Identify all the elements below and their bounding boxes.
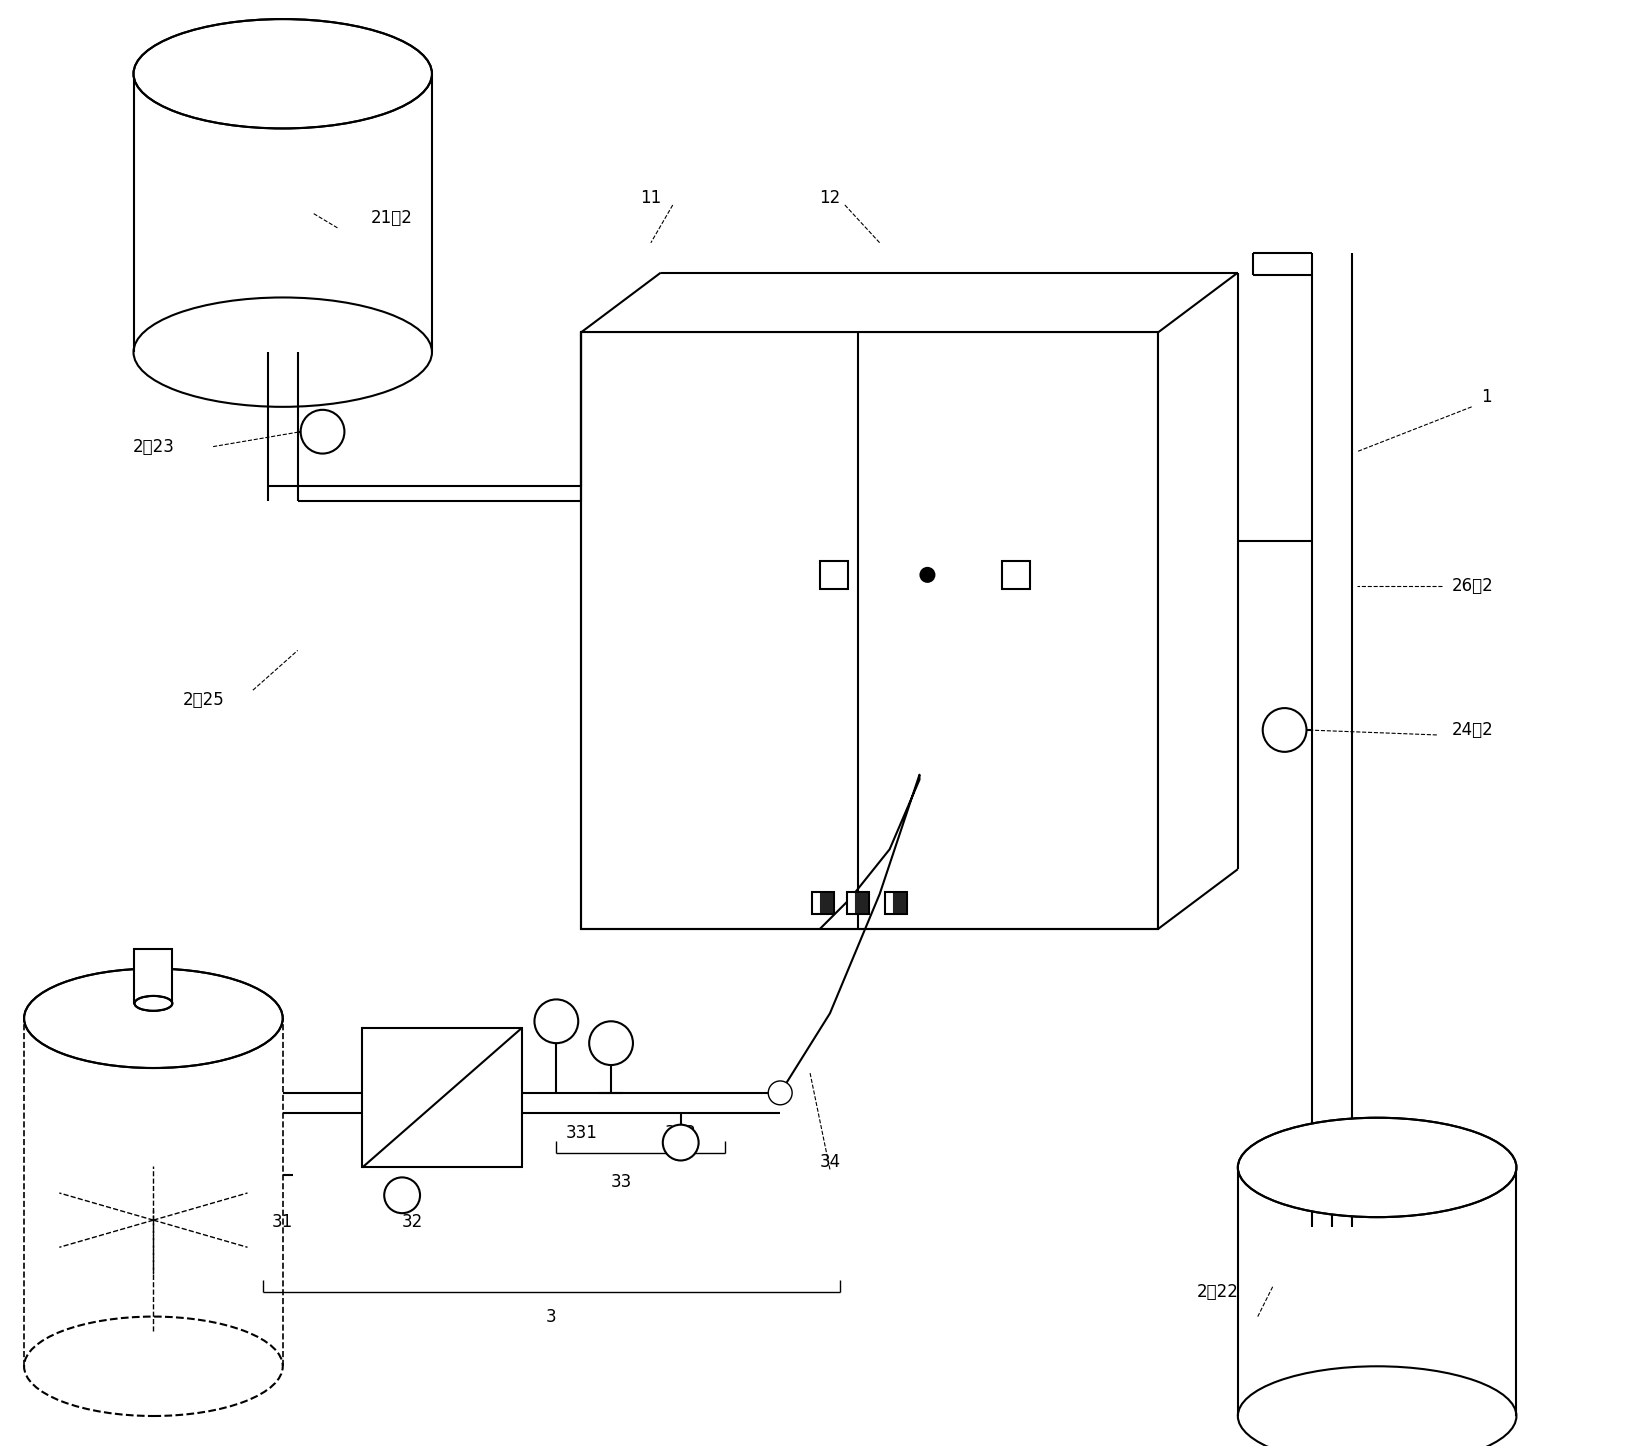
Text: 11: 11 xyxy=(640,188,661,207)
Circle shape xyxy=(1263,708,1307,753)
Bar xyxy=(847,892,869,914)
Bar xyxy=(1003,561,1031,589)
Text: 26～2: 26～2 xyxy=(1451,577,1494,594)
Circle shape xyxy=(663,1125,699,1160)
Bar xyxy=(813,892,834,914)
Text: 32: 32 xyxy=(401,1214,422,1231)
Bar xyxy=(362,1028,522,1167)
Ellipse shape xyxy=(134,19,432,129)
Ellipse shape xyxy=(25,969,283,1069)
Text: 331: 331 xyxy=(566,1124,597,1141)
Polygon shape xyxy=(581,273,1238,332)
Bar xyxy=(581,332,1158,929)
Circle shape xyxy=(769,1080,792,1105)
Polygon shape xyxy=(1158,273,1238,929)
Text: 332: 332 xyxy=(664,1124,697,1141)
Text: 12: 12 xyxy=(820,188,841,207)
Bar xyxy=(821,895,833,912)
Text: 2～25: 2～25 xyxy=(182,692,224,709)
Text: 34: 34 xyxy=(820,1153,841,1172)
Circle shape xyxy=(921,568,934,581)
Text: 33: 33 xyxy=(610,1173,631,1192)
Bar xyxy=(856,895,867,912)
Circle shape xyxy=(384,1177,420,1214)
Text: 1: 1 xyxy=(1481,389,1492,406)
Bar xyxy=(134,948,172,1003)
Circle shape xyxy=(589,1021,633,1066)
Text: 3: 3 xyxy=(546,1308,556,1325)
Text: 2～23: 2～23 xyxy=(133,438,175,455)
Bar xyxy=(893,895,905,912)
Text: 24～2: 24～2 xyxy=(1451,721,1494,740)
Text: 31: 31 xyxy=(272,1214,293,1231)
Text: 2～22: 2～22 xyxy=(1198,1283,1238,1301)
Bar xyxy=(885,892,906,914)
Circle shape xyxy=(535,999,578,1043)
Ellipse shape xyxy=(134,996,172,1011)
Circle shape xyxy=(301,410,345,454)
Bar xyxy=(820,561,847,589)
Text: 21～2: 21～2 xyxy=(371,209,414,228)
Bar xyxy=(581,332,1158,929)
Ellipse shape xyxy=(1238,1118,1517,1217)
